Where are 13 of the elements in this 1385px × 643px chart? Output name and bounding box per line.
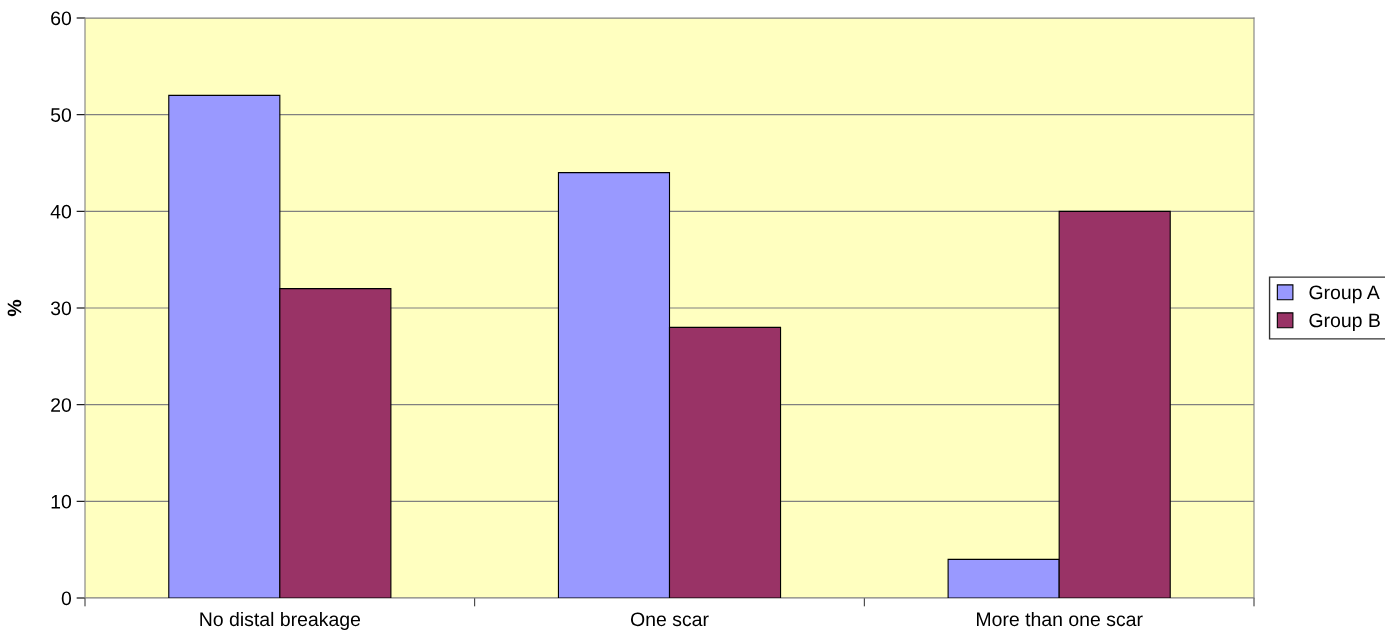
x-tick-label: More than one scar — [977, 611, 1143, 627]
y-tick-label: 30 — [50, 301, 72, 316]
y-axis-title: % — [7, 299, 22, 317]
legend-label: Group A — [1309, 285, 1380, 304]
y-tick-label: 20 — [51, 398, 72, 412]
y-tick-label: 40 — [50, 204, 72, 219]
y-tick-label: 50 — [50, 108, 72, 122]
y-tick-label: 60 — [51, 11, 72, 26]
x-tick-label: One scar — [630, 612, 709, 627]
y-tick-label: 10 — [51, 494, 72, 509]
x-tick-label: No distal breakage — [200, 611, 361, 631]
y-tick-label: 0 — [61, 591, 72, 606]
legend-label: Group B — [1309, 313, 1380, 332]
